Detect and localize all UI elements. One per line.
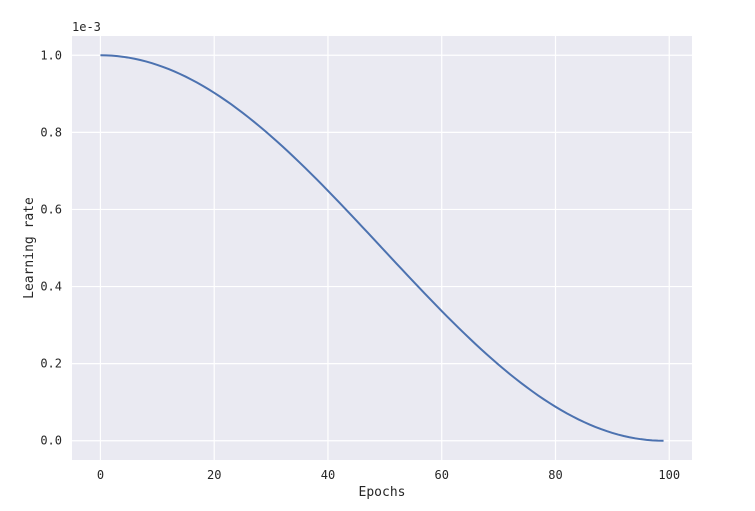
y-tick-label: 1.0 bbox=[40, 48, 62, 62]
x-tick-labels: 0 20 40 60 80 100 bbox=[97, 468, 680, 482]
y-tick-label: 0.0 bbox=[40, 434, 62, 448]
x-tick-label: 100 bbox=[658, 468, 680, 482]
y-tick-labels: 0.0 0.2 0.4 0.6 0.8 1.0 bbox=[40, 48, 62, 447]
y-tick-label: 0.4 bbox=[40, 280, 62, 294]
x-tick-label: 40 bbox=[321, 468, 335, 482]
x-tick-label: 0 bbox=[97, 468, 104, 482]
y-tick-label: 0.6 bbox=[40, 202, 62, 216]
y-offset-label: 1e-3 bbox=[72, 20, 101, 34]
x-tick-label: 20 bbox=[207, 468, 221, 482]
x-axis-label: Epochs bbox=[359, 485, 406, 500]
y-tick-label: 0.8 bbox=[40, 125, 62, 139]
x-tick-label: 80 bbox=[548, 468, 562, 482]
y-axis-label: Learning rate bbox=[22, 197, 37, 299]
y-tick-label: 0.2 bbox=[40, 357, 62, 371]
x-tick-label: 60 bbox=[434, 468, 448, 482]
